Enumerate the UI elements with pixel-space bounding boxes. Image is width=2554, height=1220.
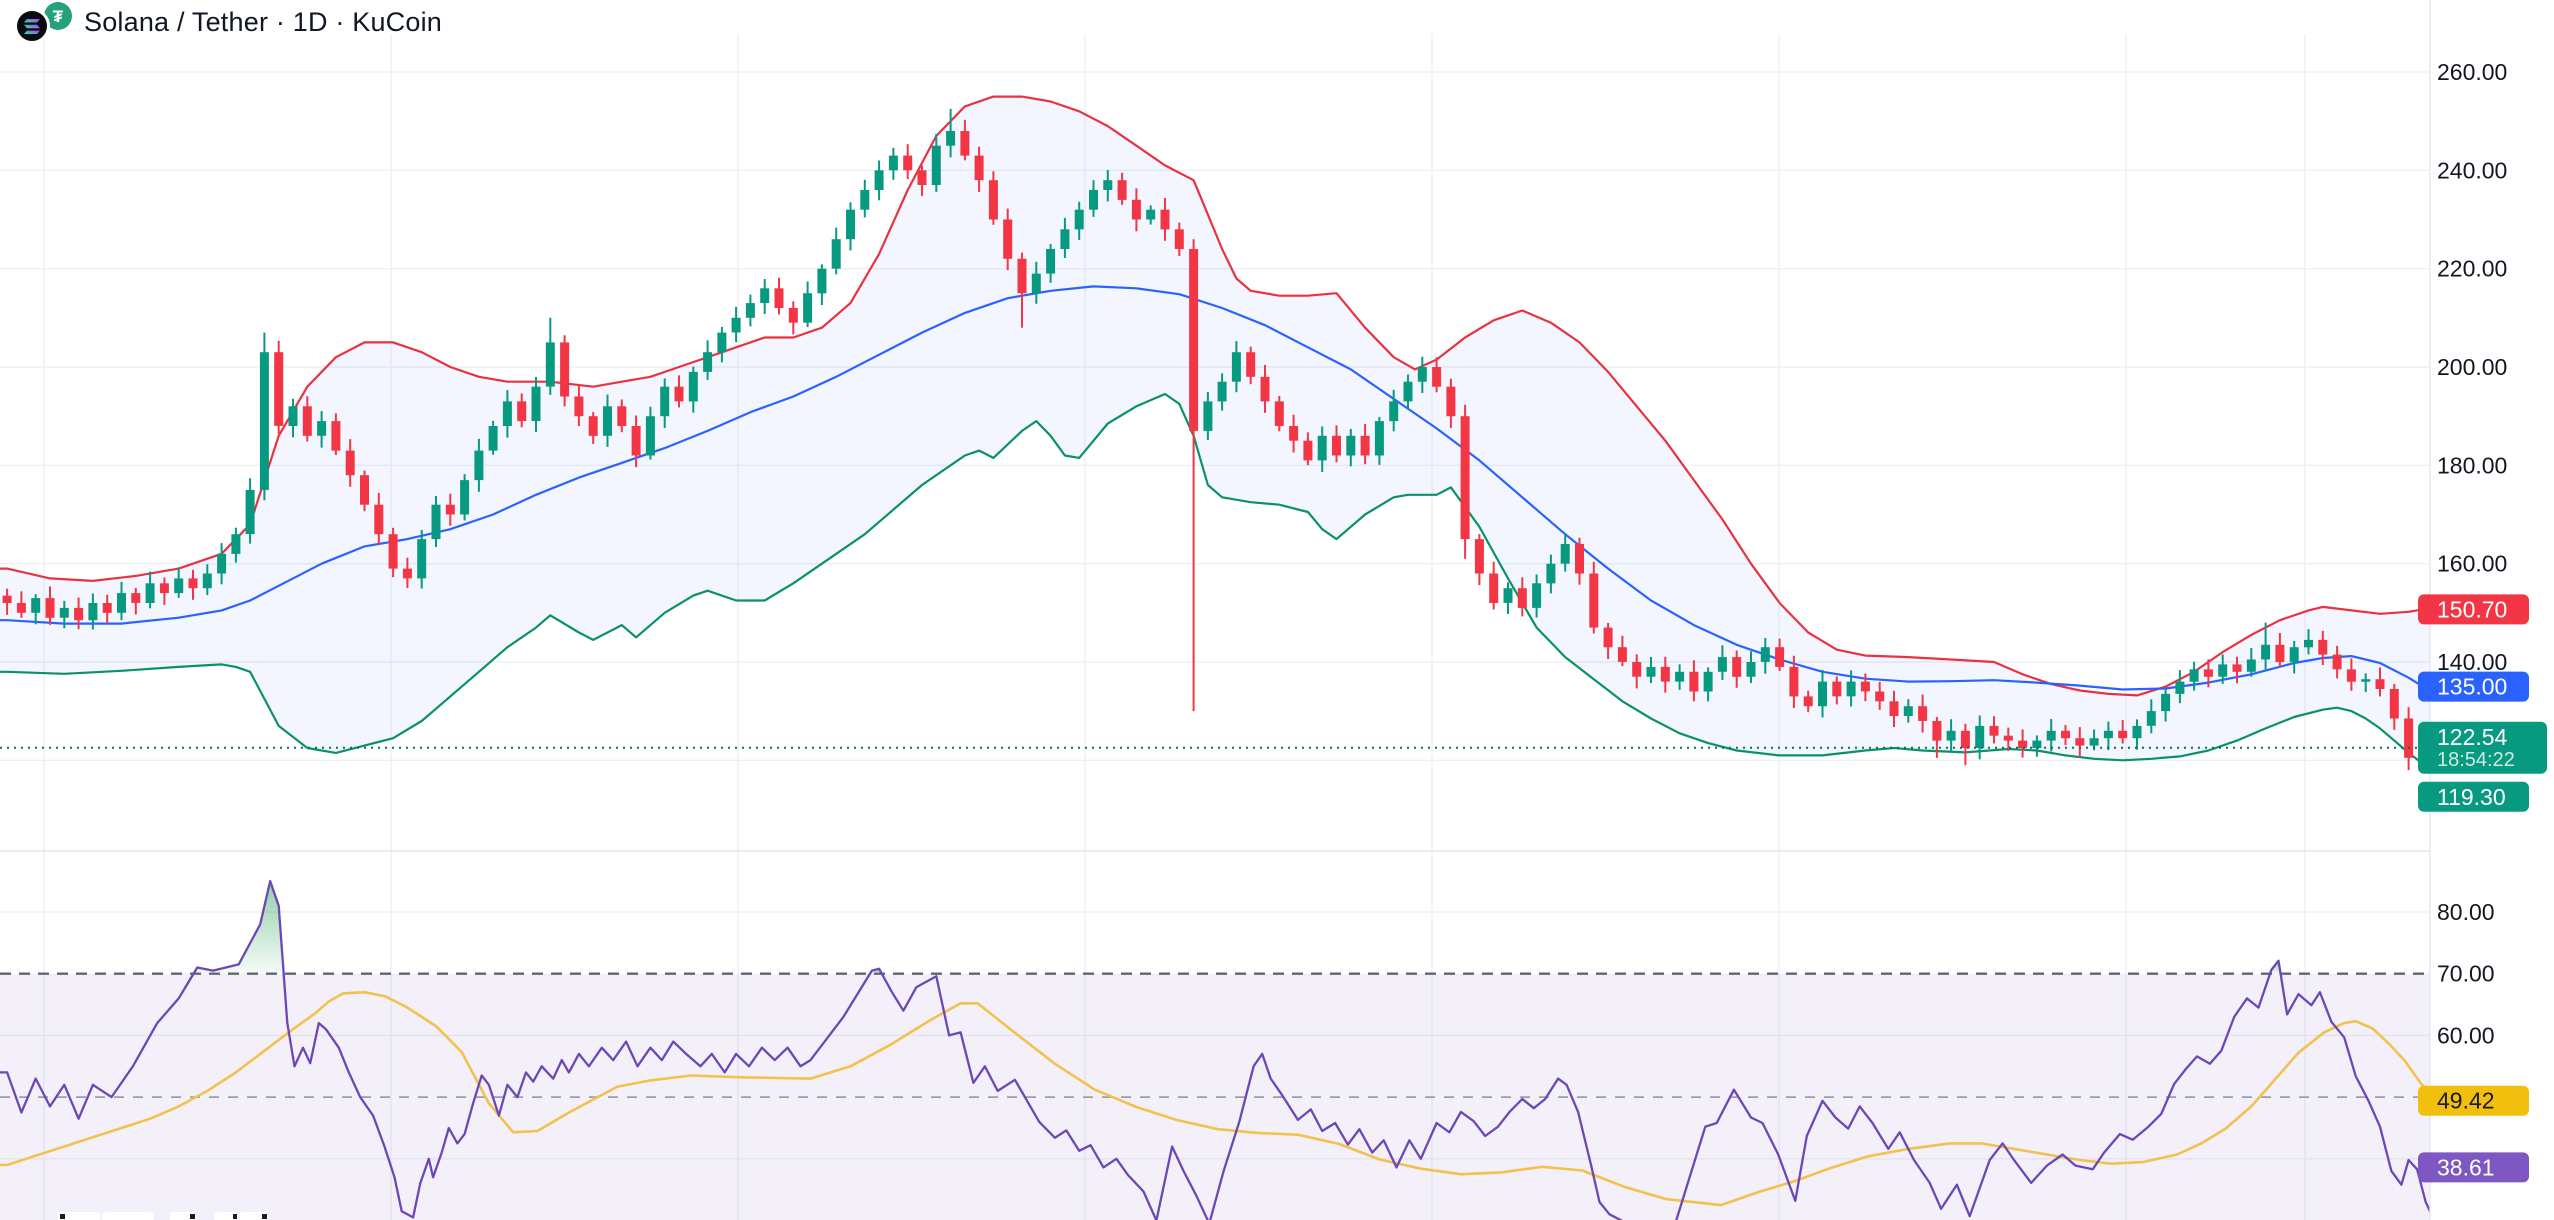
bottom-cropped-row (58, 1212, 268, 1220)
symbol-title[interactable]: Solana / Tether · 1D · KuCoin (84, 6, 442, 37)
svg-text:18:54:22: 18:54:22 (2437, 749, 2515, 771)
rsi-overbought-fill (193, 881, 284, 974)
candlestick-layer[interactable] (2, 108, 2428, 771)
price-axis-label: 180.00 (2437, 452, 2507, 478)
svg-text:135.00: 135.00 (2437, 674, 2507, 700)
symbol-icons: ₮ (14, 2, 76, 44)
rsi-ma-badge: 49.42 (2418, 1085, 2529, 1116)
price-axis-label: 220.00 (2437, 256, 2507, 282)
svg-text:49.42: 49.42 (2437, 1088, 2495, 1114)
rsi-axis-label: 60.00 (2437, 1022, 2495, 1048)
bollinger-basis-line[interactable] (0, 285, 2430, 691)
bb-lower-price-badge: 119.30 (2418, 781, 2529, 812)
rsi-line[interactable] (0, 879, 2437, 1220)
price-axis-label: 260.00 (2437, 59, 2507, 85)
bollinger-fill (0, 96, 2430, 764)
svg-text:122.54: 122.54 (2437, 724, 2508, 750)
bb-upper-price-badge: 150.70 (2418, 594, 2529, 625)
rsi-badge: 38.61 (2418, 1152, 2529, 1183)
rsi-axis-label: 80.00 (2437, 899, 2495, 925)
svg-text:38.61: 38.61 (2437, 1154, 2495, 1180)
symbol-header: ₮ Solana / Tether · 1D · KuCoin (14, 0, 442, 44)
grid-layer (0, 34, 2430, 1220)
svg-text:119.30: 119.30 (2437, 784, 2506, 810)
solana-icon (14, 8, 50, 44)
price-axis-label: 200.00 (2437, 354, 2507, 380)
rsi-axis-label: 70.00 (2437, 961, 2495, 987)
svg-text:150.70: 150.70 (2437, 596, 2507, 622)
bollinger-upper-line[interactable] (0, 95, 2430, 697)
bb-basis-price-badge: 135.00 (2418, 671, 2529, 702)
price-axis-label: 160.00 (2437, 551, 2507, 577)
price-axis-label: 140.00 (2437, 649, 2507, 675)
price-axis-label: 240.00 (2437, 157, 2507, 183)
rsi-ma-line[interactable] (0, 990, 2437, 1207)
bollinger-lower-line[interactable] (0, 392, 2430, 765)
